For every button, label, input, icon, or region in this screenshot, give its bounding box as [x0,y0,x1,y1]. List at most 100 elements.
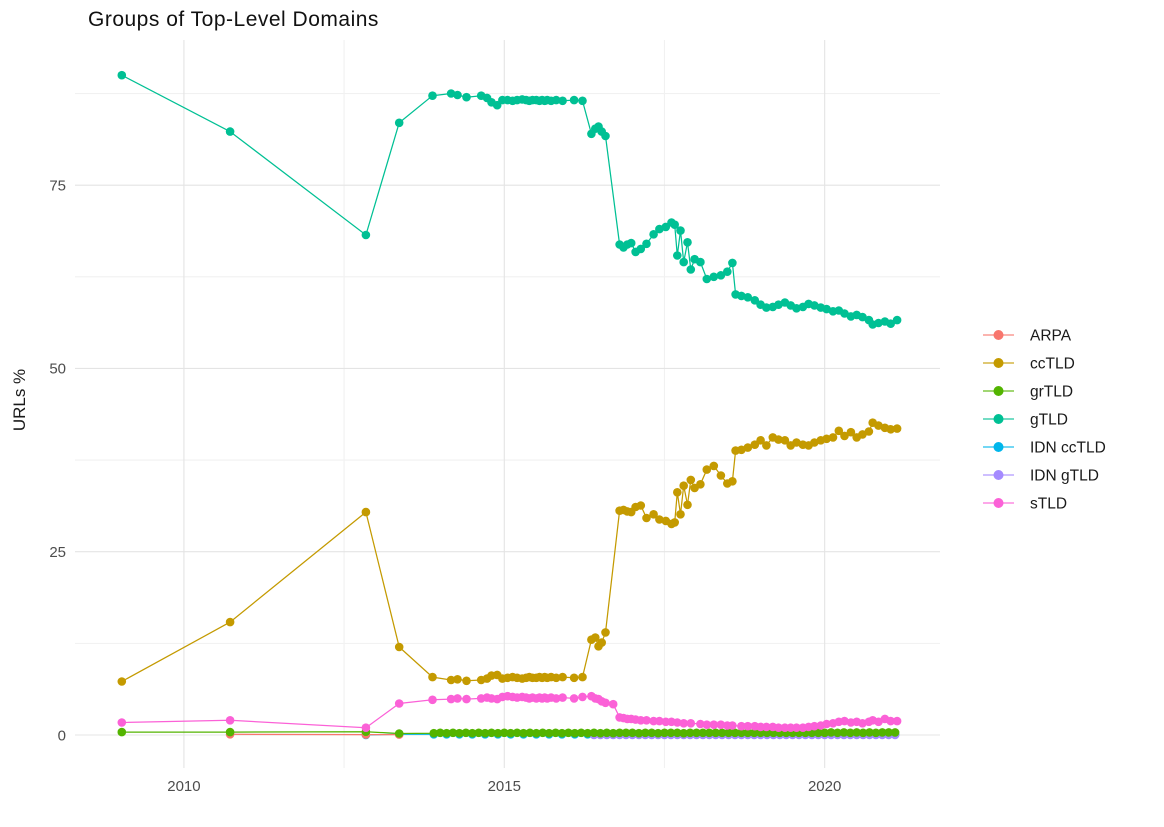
data-point [649,510,658,519]
data-point [649,230,658,239]
legend-label: ccTLD [1030,355,1075,372]
data-point [774,435,783,444]
data-point [679,481,688,491]
legend-item-grtld: grTLD [983,383,1073,400]
legend-key-point [993,414,1004,424]
data-point [429,728,439,738]
data-point [394,642,404,652]
series-line [121,74,898,326]
axis-labels: 0 25 50 75 2010 2015 2020 [49,177,841,795]
data-point [628,728,637,738]
y-axis-title: URLs % [10,369,29,431]
data-point [634,728,644,738]
data-point [711,728,720,738]
data-point [446,675,456,685]
series-line [121,695,898,729]
data-point [468,728,477,738]
data-point [858,312,867,322]
data-point [583,728,592,738]
data-point [839,728,849,737]
data-point [840,431,849,441]
data-point [756,436,765,445]
data-point [597,638,606,647]
data-point [884,728,893,737]
y-tick-label: 75 [49,177,66,194]
y-tick-label: 25 [49,544,66,561]
data-point [698,728,708,738]
data-point [578,96,587,106]
legend-label: IDN ccTLD [1030,439,1106,456]
data-point [762,441,771,450]
data-point [435,728,445,738]
data-point [673,718,682,727]
data-point [557,728,567,738]
data-point [716,271,726,280]
data-point [602,728,612,738]
data-point [686,265,696,274]
data-point [225,716,235,725]
data-point [608,728,618,738]
data-point [679,719,688,728]
data-point [608,699,618,709]
y-tick-label: 50 [49,361,66,378]
data-point [820,728,829,738]
data-point [792,723,801,732]
data-point [655,716,664,726]
data-point [442,728,451,738]
data-point [636,501,646,510]
data-point [852,728,861,737]
data-point [462,676,471,686]
data-point [702,274,712,284]
data-point [361,723,371,732]
data-point [448,728,458,738]
data-point [858,728,868,738]
data-point [709,461,719,471]
data-point [493,728,503,738]
data-point [756,728,765,738]
data-point [642,716,651,725]
data-point [685,728,695,738]
data-point [647,728,656,738]
data-point [596,728,605,738]
data-point [730,728,740,738]
data-point [394,699,404,708]
data-point [814,728,823,738]
data-point [551,728,560,738]
data-point [737,291,746,301]
data-point [709,720,719,729]
data-point [225,727,235,737]
data-point [762,722,771,732]
data-point [702,720,712,729]
legend-key-point [993,330,1004,340]
data-point [480,728,490,738]
data-point [840,716,849,726]
data-point [428,695,437,705]
data-point [834,426,844,436]
data-point [892,424,902,433]
data-point [519,728,528,738]
data-point [636,244,646,254]
data-point [361,507,371,517]
data-point [670,518,679,527]
data-point [551,694,561,703]
legend-label: IDN gTLD [1030,467,1099,484]
series-cctld [117,418,902,686]
legend-key-point [993,358,1004,368]
data-point [394,729,404,738]
data-point [728,258,737,268]
data-point [558,96,567,106]
data-point [846,728,855,738]
data-point [641,728,650,738]
data-point [716,720,726,729]
data-point [506,728,515,738]
legend-item-stld: sTLD [983,495,1067,512]
data-point [749,728,759,738]
data-point [890,728,900,737]
data-point [453,694,462,703]
data-point [886,319,895,329]
data-point [642,239,651,249]
data-point [743,443,753,452]
data-point [846,427,856,437]
data-point [673,251,682,260]
